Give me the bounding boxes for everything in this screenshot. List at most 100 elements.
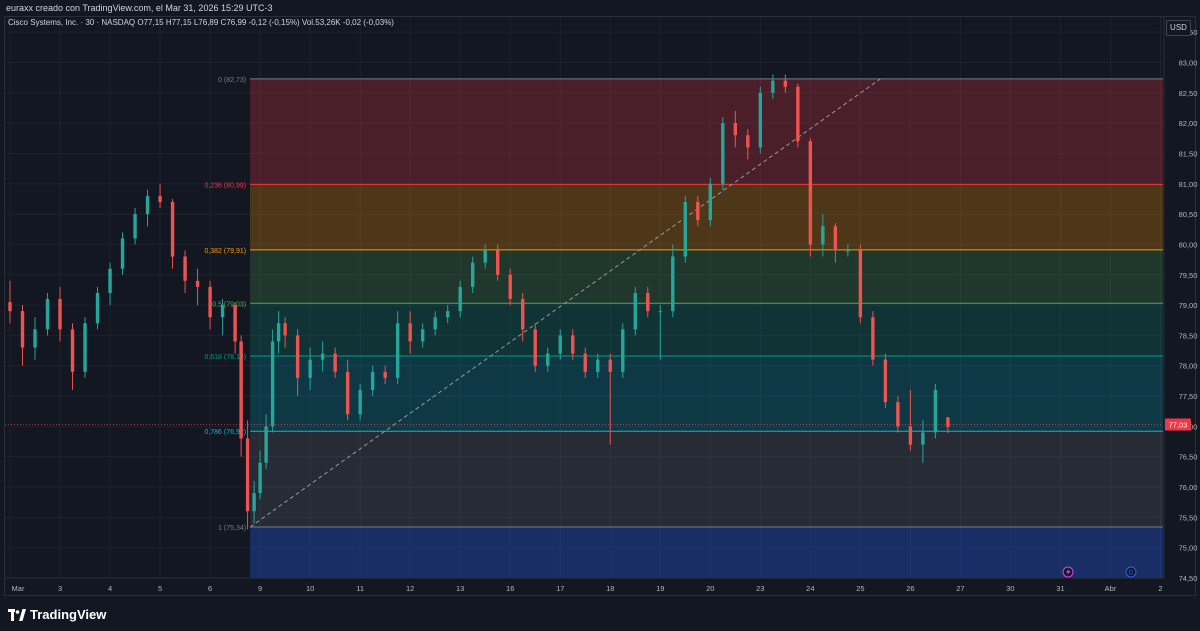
candle-body [370, 371, 375, 390]
candle-body [496, 250, 500, 275]
candle-body [808, 141, 813, 245]
tradingview-logo[interactable]: TradingView [8, 607, 106, 622]
candle-body [746, 135, 750, 148]
candle-body [295, 335, 300, 378]
candle-body [395, 323, 400, 378]
fib-zone [250, 184, 1163, 250]
candle-body [183, 256, 187, 281]
time-tick-label: 18 [606, 584, 614, 593]
candle-body [445, 311, 450, 318]
candle-body [583, 353, 587, 372]
candle-body [508, 274, 512, 300]
time-axis: Mar 3 4 5 6 9 10 11 12 13 16 17 18 19 20 23 24 25 26 27 30 31… [5, 577, 1163, 593]
candle-body [933, 389, 938, 433]
fib-label: 0 (82,73) [218, 77, 246, 84]
candle-body [846, 250, 850, 252]
price-tick-label: 79,00 [1179, 301, 1198, 310]
candle-body [358, 389, 362, 415]
candle-body [383, 371, 387, 378]
symbol-legend: Cisco Systems, Inc. · 30 · NASDAQ O77,15… [8, 18, 394, 27]
candle-body [245, 438, 250, 512]
candle-body [683, 201, 687, 257]
fib-zone [250, 78, 1163, 185]
time-tick-label: 17 [556, 584, 564, 593]
candle-body [220, 305, 225, 318]
price-tick-label: 77,50 [1179, 392, 1198, 401]
candle-body [921, 432, 925, 445]
candle-body [558, 335, 562, 354]
candle-body [170, 201, 175, 257]
time-tick-label: 26 [906, 584, 914, 593]
price-axis: 74,5075,0075,5076,0076,5077,0077,5078,00… [5, 17, 1197, 583]
candle-body [8, 302, 12, 312]
price-tick-label: 76,00 [1179, 483, 1198, 492]
price-tick-label: 82,50 [1179, 89, 1198, 98]
candle-body [708, 183, 713, 221]
fib-label: 0,786 (76,92) [204, 429, 246, 436]
header-bar: euraxx creado con TradingView.com, el Ma… [0, 0, 1200, 16]
price-tick-label: 79,50 [1179, 271, 1198, 280]
candle-body [783, 80, 788, 87]
fib-zones [250, 78, 1163, 578]
fib-zone [250, 431, 1163, 528]
candle-body [796, 86, 800, 142]
candle-body [145, 195, 150, 215]
price-tick-label: 75,50 [1179, 513, 1198, 522]
candle-body [283, 323, 287, 336]
time-tick-label: 2 [1158, 584, 1162, 593]
price-tick-label: 76,50 [1179, 453, 1198, 462]
chart-frame[interactable] [4, 16, 1196, 596]
candle-body [320, 353, 325, 360]
fib-zone [250, 356, 1163, 432]
dividend-marker-icon [1125, 566, 1137, 578]
candle-body [833, 226, 838, 251]
price-tick-label: 80,00 [1179, 240, 1198, 249]
candle-body [696, 201, 700, 221]
fib-trend-line [249, 78, 881, 528]
price-tick-label: 80,50 [1179, 210, 1198, 219]
candle-body [433, 317, 437, 330]
candle-body [821, 226, 825, 245]
candle-body [883, 359, 888, 403]
candle-body [258, 462, 262, 494]
fib-label: 0,236 (80,99) [204, 182, 246, 189]
currency-button[interactable]: USD [1166, 20, 1191, 36]
candle-body [721, 123, 725, 184]
time-tick-label: 6 [208, 584, 212, 593]
time-tick-label: 11 [356, 584, 364, 593]
candle-body [233, 305, 237, 342]
last-price-badge [1165, 418, 1191, 431]
candle-body [733, 123, 738, 136]
candle-body [621, 329, 625, 372]
dividend-marker-letter: D [1129, 570, 1134, 577]
candle-body [70, 329, 75, 372]
candle-body [908, 426, 913, 445]
candle-body [239, 341, 243, 439]
candle-body [521, 299, 525, 330]
candle-body [20, 311, 25, 348]
overlay: D [1062, 566, 1137, 578]
candle-body [420, 329, 425, 342]
time-tick-label: 31 [1056, 584, 1064, 593]
footer-bar [0, 596, 1200, 631]
candle-body [483, 250, 487, 263]
candle-body [771, 80, 775, 93]
candle-body [646, 292, 650, 312]
time-tick-label: 5 [158, 584, 162, 593]
tradingview-logo-icon [8, 608, 26, 621]
candle-body [333, 353, 337, 372]
fib-label: 0,618 (78,16) [204, 354, 246, 361]
time-tick-label: 10 [306, 584, 314, 593]
fib-zone [250, 527, 1163, 578]
candle-body [633, 292, 637, 330]
price-tick-label: 78,00 [1179, 362, 1198, 371]
candle-body [546, 353, 550, 366]
candle-body [158, 195, 162, 202]
price-tick-label: 75,00 [1179, 544, 1198, 553]
time-tick-label: 19 [656, 584, 664, 593]
time-tick-label: 9 [258, 584, 262, 593]
candle-body [108, 268, 112, 293]
candle-body [658, 311, 662, 313]
candle-body [308, 359, 312, 378]
